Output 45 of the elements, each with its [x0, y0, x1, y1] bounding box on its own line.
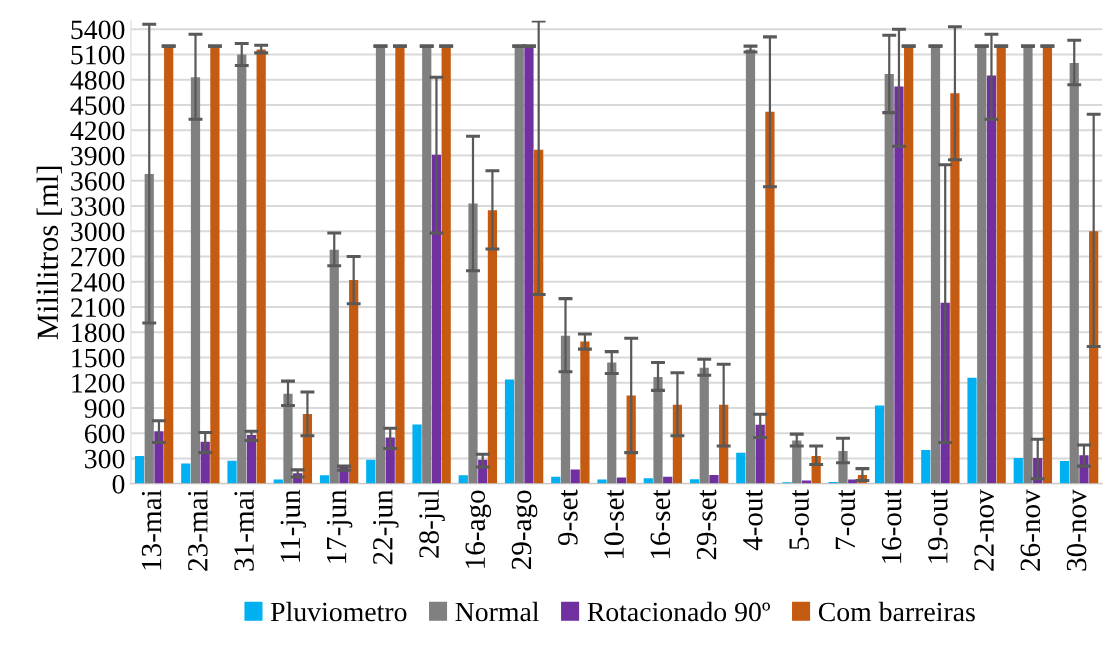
x-tick-label: 17-jun — [326, 489, 353, 563]
x-tick-label: 9-set — [558, 489, 578, 546]
x-tick-label: 22-jun — [373, 489, 399, 565]
y-tick-label: 2700 — [71, 247, 125, 267]
x-tick-label: 13-mai — [141, 489, 162, 570]
y-tick-label: 5100 — [71, 45, 125, 65]
legend-label: Normal — [455, 601, 539, 622]
y-tick-label: 900 — [84, 399, 125, 418]
legend-label: Pluviometro — [270, 601, 407, 622]
x-tick-label: 28-jul — [418, 489, 445, 558]
y-tick-label: 600 — [84, 424, 125, 444]
y-tick-label: 1800 — [72, 323, 125, 343]
y-tick-label: 3600 — [71, 171, 125, 191]
x-tick-label: 19-out — [928, 489, 948, 563]
y-tick-label: 5400 — [71, 20, 125, 40]
y-tick-label: 300 — [85, 449, 125, 469]
x-tick-label: 29-set — [696, 489, 717, 560]
x-tick-label: 31-mai — [234, 489, 254, 571]
legend-label: Com barreiras — [818, 601, 975, 622]
y-tick-label: 2400 — [71, 272, 125, 292]
y-tick-label: 4800 — [70, 70, 125, 90]
x-tick-label: 16-out — [881, 489, 902, 563]
y-tick-label: 3900 — [71, 146, 125, 166]
y-tick-label: 4500 — [70, 96, 125, 115]
x-tick-label: 4-out — [743, 489, 763, 551]
x-tick-label: 26-nov — [1020, 489, 1041, 571]
y-axis-title: Mililitros [ml] — [36, 166, 62, 340]
y-tick-label: 3300 — [71, 197, 125, 216]
y-tick-label: 2100 — [71, 298, 125, 317]
x-tick-label: 16-ago — [465, 490, 492, 568]
y-tick-label: 3000 — [71, 222, 125, 242]
y-tick-label: 1500 — [72, 348, 125, 368]
x-tick-label: 10-set — [604, 489, 624, 559]
y-tick-label: 0 — [112, 474, 125, 494]
legend-label: Rotacionado 90º — [587, 601, 771, 622]
x-tick-label: 29-ago — [511, 490, 538, 570]
x-tick-label: 23-mai — [188, 489, 208, 571]
x-tick-label: 5-out — [789, 489, 809, 550]
y-tick-label: 4200 — [70, 121, 125, 141]
x-tick-label: 22-nov — [974, 489, 994, 571]
x-tick-label: 11-jun — [280, 489, 307, 562]
x-tick-label: 30-nov — [1066, 489, 1087, 571]
x-tick-label: 16-set — [650, 489, 671, 559]
y-tick-label: 1200 — [72, 373, 125, 393]
x-tick-label: 7-out — [835, 489, 856, 549]
